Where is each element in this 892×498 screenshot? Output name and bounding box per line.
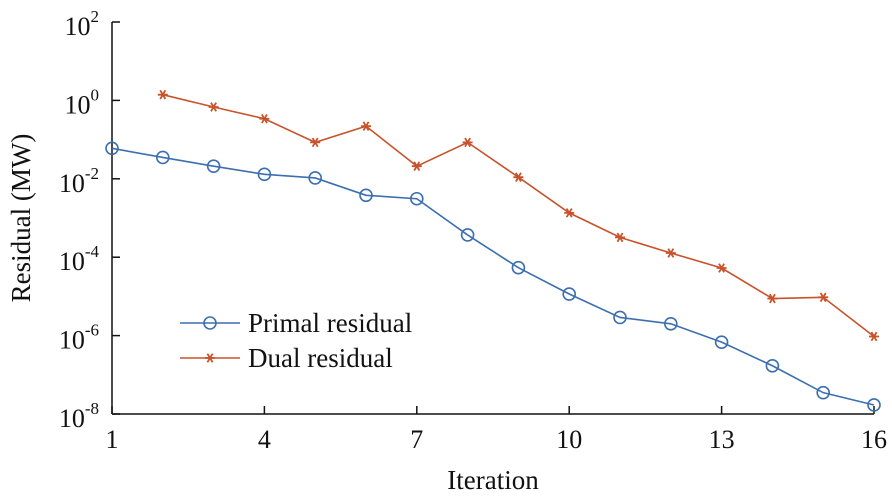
star-marker	[564, 208, 575, 218]
legend-label-primal-residual: Primal residual	[248, 308, 412, 338]
circle-marker	[257, 167, 272, 182]
circle-marker	[359, 188, 373, 203]
dual-residual-series	[157, 89, 879, 342]
star-marker	[259, 113, 270, 124]
x-tick-label: 7	[410, 425, 423, 454]
x-tick-label: 10	[556, 425, 582, 454]
x-tick-label: 13	[709, 425, 735, 454]
star-marker	[716, 263, 727, 273]
y-tick-label: 10-6	[59, 321, 99, 355]
circle-marker	[156, 150, 170, 165]
x-tick-label: 16	[861, 425, 887, 454]
star-marker	[513, 172, 524, 182]
star-marker	[310, 137, 321, 148]
circle-marker	[203, 316, 217, 330]
circle-marker	[460, 228, 475, 242]
dual-residual-line	[162, 93, 875, 338]
circle-marker	[308, 171, 323, 185]
star-marker	[615, 232, 625, 243]
primal-residual-line	[111, 147, 875, 406]
y-tick-label: 100	[65, 85, 100, 119]
x-axis-title: Iteration	[447, 465, 539, 495]
star-marker	[157, 89, 168, 100]
star-marker	[767, 293, 778, 304]
star-marker	[411, 161, 422, 171]
legend: Primal residual Dual residual	[180, 308, 412, 373]
circle-marker	[765, 358, 780, 373]
y-tick-label: 10-2	[59, 164, 99, 198]
x-tick-label: 4	[258, 425, 271, 454]
axes	[111, 22, 874, 415]
primal-residual-series	[105, 141, 881, 412]
circle-marker	[206, 159, 221, 173]
y-ticks: 10-8 10-6 10-4 10-2 100 102	[59, 7, 120, 433]
circle-marker	[105, 141, 119, 156]
star-marker	[665, 248, 676, 258]
star-marker	[869, 331, 879, 342]
y-tick-label: 10-4	[59, 242, 100, 276]
circle-marker	[816, 385, 831, 400]
series-layer	[105, 89, 881, 412]
circle-marker	[511, 260, 526, 275]
circle-marker	[562, 287, 577, 301]
circle-marker	[409, 191, 424, 206]
circle-marker	[867, 398, 881, 412]
y-tick-label: 102	[65, 7, 100, 41]
y-axis-title: Residual (MW)	[6, 134, 36, 303]
y-tick-label: 10-8	[59, 399, 99, 433]
star-marker	[208, 102, 219, 112]
x-tick-label: 1	[106, 425, 119, 454]
star-marker	[205, 353, 215, 363]
star-marker	[361, 121, 371, 131]
circle-marker	[613, 310, 627, 325]
star-marker	[818, 292, 829, 303]
circle-marker	[714, 335, 729, 349]
star-marker	[462, 137, 473, 148]
circle-marker	[663, 316, 678, 331]
legend-label-dual-residual: Dual residual	[248, 343, 393, 373]
x-ticks: 1 4 7 10 13 16	[106, 406, 887, 454]
